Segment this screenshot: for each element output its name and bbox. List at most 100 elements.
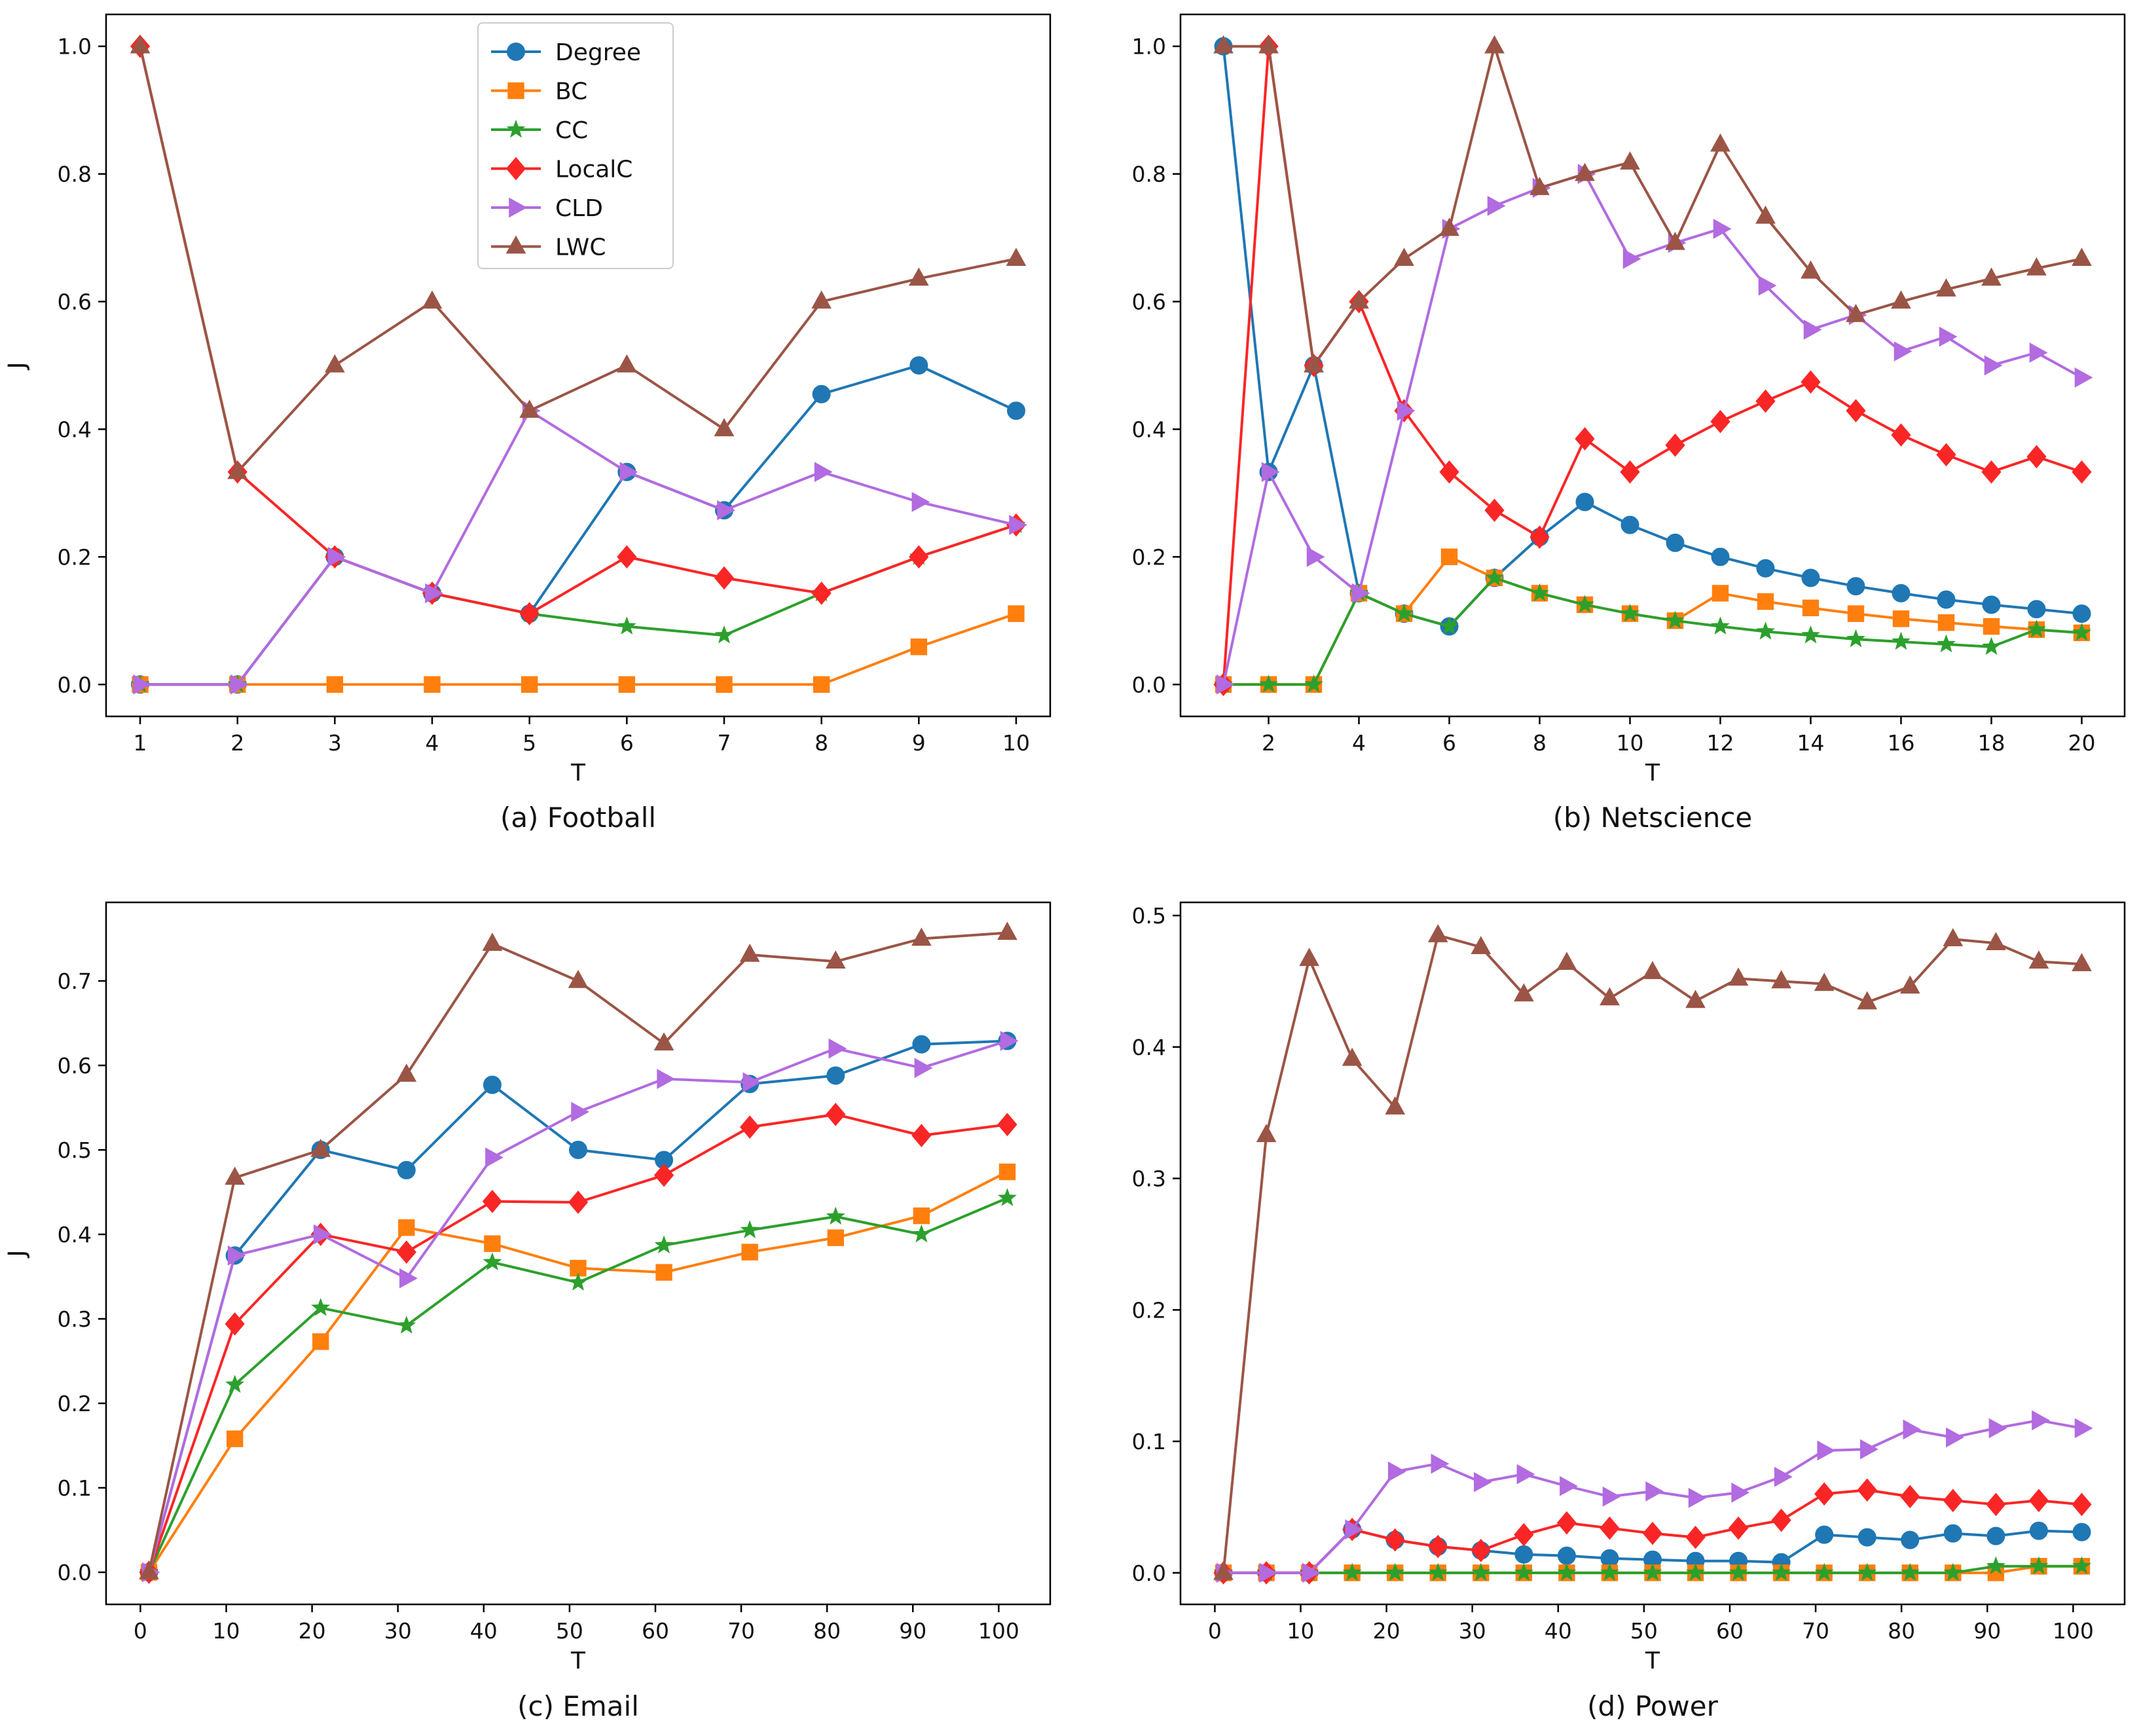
legend-marker-cc <box>506 119 526 138</box>
data-point-lwc <box>1256 1124 1277 1143</box>
data-point-degree <box>826 1066 845 1085</box>
data-point-localc <box>1556 1511 1577 1535</box>
data-point-lwc <box>1514 983 1534 1002</box>
data-point-localc <box>519 602 540 625</box>
x-tick-label: 70 <box>727 1618 755 1644</box>
data-point-bc <box>326 676 344 693</box>
y-tick-label: 0.4 <box>1132 1035 1166 1060</box>
y-tick-label: 1.0 <box>1132 34 1166 60</box>
data-point-cc <box>1471 1562 1491 1581</box>
data-point-degree <box>909 356 928 375</box>
data-point-lwc <box>2072 953 2092 972</box>
data-point-bc <box>1802 599 1820 617</box>
data-point-bc <box>484 1235 501 1252</box>
data-point-cc <box>714 625 734 644</box>
x-tick-label: 6 <box>1442 730 1456 756</box>
y-tick-label: 0.8 <box>58 162 92 187</box>
data-point-lwc <box>1899 975 1920 994</box>
data-point-bc <box>827 1229 844 1246</box>
data-point-localc <box>1891 423 1911 447</box>
data-point-degree <box>1620 515 1639 534</box>
data-point-cc <box>1801 625 1820 644</box>
data-point-cld <box>1000 1031 1019 1051</box>
data-point-cc <box>998 1188 1017 1206</box>
data-point-localc <box>2026 445 2047 469</box>
y-tick-label: 0.8 <box>1132 162 1166 187</box>
legend-label-degree: Degree <box>555 39 641 66</box>
data-point-degree <box>1575 492 1594 511</box>
x-tick-label: 90 <box>899 1618 926 1644</box>
y-tick-label: 0.7 <box>58 969 92 994</box>
series-cc <box>1214 568 2091 693</box>
data-point-cld <box>1713 219 1732 239</box>
series-lwc <box>1213 924 2092 1580</box>
data-point-localc <box>1814 1482 1835 1506</box>
data-point-lwc <box>739 943 760 962</box>
data-point-degree <box>1666 533 1685 552</box>
y-axis-label: J <box>4 1250 31 1259</box>
data-point-lwc <box>2072 248 2092 267</box>
data-point-cld <box>914 1058 933 1079</box>
chart-caption: (b) Netscience <box>1553 802 1753 834</box>
data-point-lwc <box>1006 248 1027 267</box>
data-point-lwc <box>568 969 589 988</box>
data-point-localc <box>1385 1528 1405 1552</box>
data-point-lwc <box>1981 267 2002 286</box>
data-point-cc <box>1530 583 1549 602</box>
x-tick-label: 2 <box>230 730 244 756</box>
data-point-lwc <box>1299 948 1319 967</box>
data-point-lwc <box>519 399 540 418</box>
data-point-cld <box>1602 1487 1621 1507</box>
data-point-lwc <box>310 1138 331 1157</box>
data-point-lwc <box>1710 133 1730 152</box>
data-point-cc <box>483 1252 502 1270</box>
data-point-cld <box>2074 367 2093 388</box>
data-point-lwc <box>1986 932 2006 950</box>
data-point-cld <box>1345 1519 1364 1540</box>
y-tick-label: 0.0 <box>1132 1561 1166 1586</box>
data-point-cld <box>313 1224 332 1245</box>
data-point-localc <box>811 582 832 605</box>
y-tick-label: 0.0 <box>58 672 92 697</box>
series-line-bc <box>140 612 1017 686</box>
data-point-cc <box>311 1298 331 1316</box>
data-point-cld <box>657 1069 676 1089</box>
x-tick-label: 50 <box>556 1618 583 1644</box>
y-tick-label: 0.0 <box>1132 672 1166 697</box>
data-point-localc <box>909 545 929 569</box>
data-point-cld <box>399 1268 418 1289</box>
data-point-cld <box>1774 1466 1793 1487</box>
data-point-degree <box>1943 1524 1962 1543</box>
x-tick-label: 40 <box>1545 1618 1572 1644</box>
data-point-cld <box>227 1245 246 1266</box>
data-point-degree <box>812 384 831 403</box>
data-point-cld <box>619 462 638 483</box>
x-tick-label: 9 <box>912 730 926 756</box>
x-tick-label: 1 <box>134 730 147 756</box>
x-tick-label: 14 <box>1797 730 1824 756</box>
data-point-lwc <box>1213 1561 1234 1580</box>
data-point-lwc <box>1846 303 1866 322</box>
axes-frame <box>1179 901 2126 1606</box>
series-line-localc <box>147 1113 1008 1573</box>
legend-label-lwc: LWC <box>555 234 606 261</box>
x-tick-label: 20 <box>1373 1618 1400 1644</box>
data-point-cc <box>1385 1562 1405 1581</box>
data-point-lwc <box>1258 35 1279 54</box>
data-point-bc <box>1892 610 1910 627</box>
data-point-cc <box>1772 1562 1791 1581</box>
data-point-bc <box>521 676 538 693</box>
data-point-cld <box>1009 515 1027 535</box>
y-tick-label: 0.4 <box>58 416 92 442</box>
series-localc <box>139 1102 1017 1584</box>
data-point-degree <box>1892 583 1911 602</box>
y-tick-label: 0.6 <box>58 289 92 315</box>
x-axis-label: T <box>570 1648 586 1674</box>
data-point-cld <box>1946 1427 1964 1448</box>
data-point-bc <box>741 1244 758 1261</box>
x-tick-label: 8 <box>814 730 828 756</box>
data-point-lwc <box>1665 231 1685 250</box>
data-point-cld <box>1622 248 1641 269</box>
data-point-lwc <box>997 921 1017 940</box>
data-point-localc <box>1439 460 1459 484</box>
